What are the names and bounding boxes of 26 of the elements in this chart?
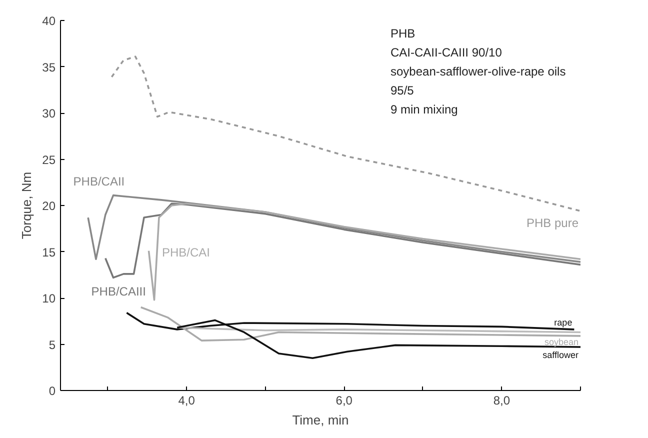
series-label: PHB/CAI bbox=[162, 246, 210, 260]
x-tick-label: 4,0 bbox=[178, 394, 196, 408]
y-tick-label: 25 bbox=[42, 152, 56, 167]
x-tick-label: 6,0 bbox=[336, 394, 353, 408]
series-label: PHB/CAII bbox=[73, 174, 125, 188]
annotation: soybean-safflower-olive-rape oils bbox=[390, 64, 566, 78]
series-label: soybean bbox=[544, 336, 579, 347]
y-tick-label: 15 bbox=[42, 245, 56, 260]
y-tick-label: 0 bbox=[48, 384, 56, 398]
series-label: safflower bbox=[542, 350, 579, 360]
x-tick-label: 8,0 bbox=[493, 394, 510, 408]
series-label: PHB pure bbox=[526, 216, 579, 230]
annotation: PHB bbox=[390, 26, 416, 40]
x-axis-title: Time, min bbox=[292, 412, 349, 428]
series-label: rape bbox=[554, 317, 572, 328]
y-tick-label: 5 bbox=[48, 338, 56, 352]
y-tick-label: 30 bbox=[42, 106, 56, 120]
y-tick-label: 20 bbox=[42, 199, 56, 213]
annotation: CAI-CAII-CAIII 90/10 bbox=[390, 46, 502, 60]
y-tick-label: 10 bbox=[42, 292, 56, 306]
y-tick-label: 40 bbox=[42, 14, 56, 28]
annotation: 9 min mixing bbox=[390, 102, 458, 116]
series-label: PHB/CAIII bbox=[91, 284, 146, 299]
y-tick-label: 35 bbox=[42, 60, 56, 74]
y-axis-title: Torque, Nm bbox=[19, 172, 34, 240]
annotation: 95/5 bbox=[390, 84, 414, 98]
